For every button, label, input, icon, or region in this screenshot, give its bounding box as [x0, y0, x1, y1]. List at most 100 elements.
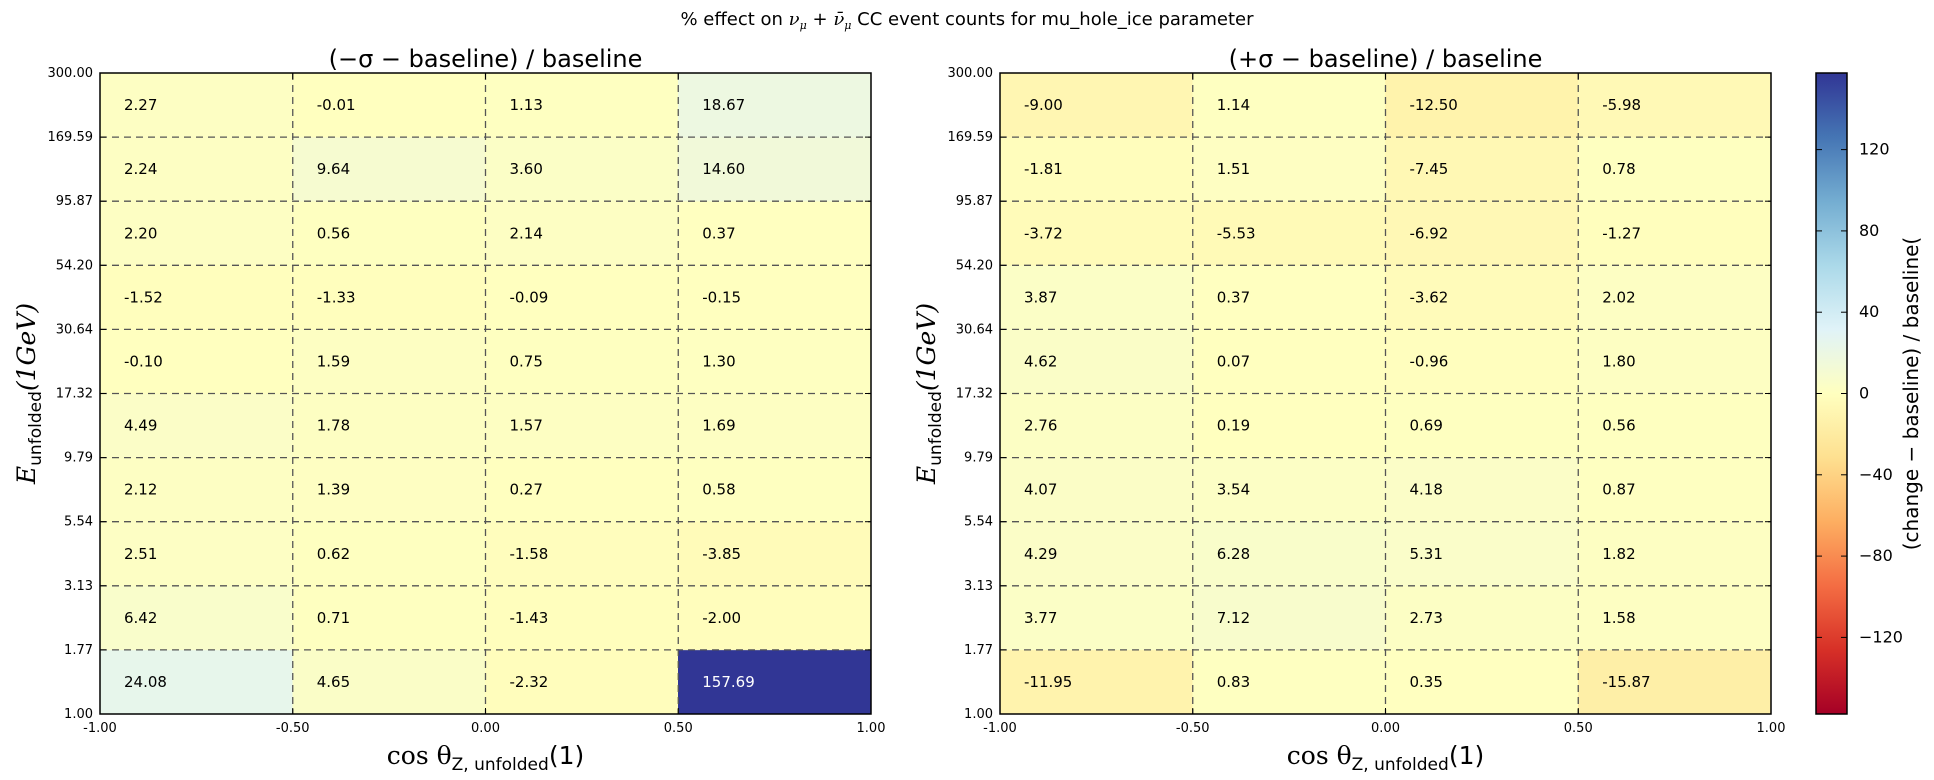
heatmap-cell — [1192, 649, 1386, 715]
cell-value-label: 4.29 — [1024, 545, 1057, 563]
cell-value-label: 5.31 — [1410, 545, 1443, 563]
colorbar-tick-label: −80 — [1859, 546, 1893, 565]
heatmap-cell — [99, 393, 293, 458]
cell-value-label: 1.57 — [510, 417, 543, 435]
cell-value-label: 1.82 — [1602, 545, 1635, 563]
cell-value-label: 4.49 — [124, 417, 157, 435]
heatmap-cell — [1192, 521, 1386, 587]
y-tick-label: 5.54 — [64, 515, 93, 530]
y-tick-label: 30.64 — [56, 322, 93, 337]
cell-value-label: 18.67 — [702, 96, 745, 114]
heatmap-cell — [1578, 200, 1772, 266]
cell-value-label: 0.87 — [1602, 481, 1635, 499]
cell-value-label: 0.83 — [1217, 673, 1250, 691]
heatmap-cell — [1192, 329, 1386, 394]
cell-value-label: -2.00 — [702, 609, 741, 627]
cell-value-label: 0.71 — [317, 609, 350, 627]
heatmap-cell — [678, 649, 872, 715]
heatmap-cell — [1578, 457, 1772, 522]
y-tick-label: 17.32 — [56, 387, 93, 402]
y-tick-label: 300.00 — [48, 66, 94, 81]
y-axis-label: Eunfolded(1GeV) — [12, 303, 46, 485]
heatmap-cell — [678, 521, 872, 587]
x-tick-label: 0.00 — [471, 721, 500, 736]
cell-value-label: 1.39 — [317, 481, 350, 499]
y-tick-label: 300.00 — [948, 66, 994, 81]
heatmap-cell — [1385, 393, 1579, 458]
heatmap-cell — [1385, 457, 1579, 522]
cell-value-label: 4.18 — [1410, 481, 1443, 499]
cell-value-label: 4.07 — [1024, 481, 1057, 499]
panel-title: (−σ − baseline) / baseline — [329, 45, 643, 73]
y-tick-label: 17.32 — [956, 387, 993, 402]
heatmap-cell — [678, 457, 872, 522]
cell-value-label: 1.78 — [317, 417, 350, 435]
y-tick-label: 1.77 — [64, 643, 93, 658]
cell-value-label: 2.76 — [1024, 417, 1057, 435]
heatmap-cell — [1192, 393, 1386, 458]
y-tick-label: 1.77 — [964, 643, 993, 658]
heatmap-cell — [678, 72, 872, 138]
panel-title: (+σ − baseline) / baseline — [1229, 45, 1543, 73]
cell-value-label: 0.78 — [1602, 160, 1635, 178]
cell-value-label: -3.85 — [702, 545, 741, 563]
cell-value-label: -15.87 — [1602, 673, 1650, 691]
cell-value-label: 3.87 — [1024, 288, 1057, 306]
heatmap-cell — [1385, 521, 1579, 587]
heatmap-panel-plus-sigma: -11.95 0.83 0.35 -15.87 3.77 7.12 2.73 1.58 4.29… — [912, 45, 1785, 775]
y-tick-label: 9.79 — [964, 451, 993, 466]
heatmap-cell — [999, 521, 1193, 587]
heatmap-cell — [1578, 521, 1772, 587]
cell-value-label: -0.96 — [1410, 352, 1449, 370]
heatmap-panel-minus-sigma: 24.08 4.65 -2.32 157.69 6.42 0.71 -1.43 -2.00 2.… — [12, 45, 885, 775]
heatmap-cell — [999, 136, 1193, 202]
cell-value-label: 2.73 — [1410, 609, 1443, 627]
x-tick-label: -1.00 — [83, 721, 117, 736]
cell-value-label: 0.75 — [510, 352, 543, 370]
heatmap-cell — [1578, 265, 1772, 330]
heatmap-cell — [292, 649, 486, 715]
colorbar-tick-label: 0 — [1859, 384, 1869, 403]
x-tick-label: -0.50 — [276, 721, 310, 736]
heatmap-cell — [678, 265, 872, 330]
heatmap-cell — [292, 72, 486, 138]
heatmap-cell — [99, 329, 293, 394]
heatmap-cell — [999, 72, 1193, 138]
x-axis-label: cos θZ, unfolded(1) — [387, 741, 584, 775]
x-tick-label: 1.00 — [857, 721, 886, 736]
heatmap-cell — [292, 136, 486, 202]
cell-value-label: 2.20 — [124, 224, 157, 242]
heatmap-cell — [1192, 136, 1386, 202]
cell-value-label: 0.37 — [1217, 288, 1250, 306]
cell-value-label: 0.58 — [702, 481, 735, 499]
heatmap-cell — [99, 585, 293, 651]
colorbar-tick-label: −40 — [1859, 465, 1893, 484]
y-tick-label: 1.00 — [964, 707, 993, 722]
cell-value-label: 1.51 — [1217, 160, 1250, 178]
cell-value-label: -0.10 — [124, 352, 163, 370]
colorbar-tick-label: 40 — [1859, 302, 1879, 321]
cell-value-label: 2.14 — [510, 224, 543, 242]
y-tick-label: 95.87 — [56, 194, 93, 209]
cell-value-label: -1.81 — [1024, 160, 1063, 178]
cell-value-label: 0.19 — [1217, 417, 1250, 435]
x-tick-label: 0.50 — [664, 721, 693, 736]
cell-value-label: -7.45 — [1410, 160, 1449, 178]
heatmap-cell — [1192, 72, 1386, 138]
cell-value-label: 1.69 — [702, 417, 735, 435]
heatmap-cell — [292, 393, 486, 458]
heatmap-cell — [485, 457, 679, 522]
cell-value-label: -5.53 — [1217, 224, 1256, 242]
heatmap-cell — [485, 585, 679, 651]
cell-value-label: 3.77 — [1024, 609, 1057, 627]
heatmap-cell — [678, 585, 872, 651]
cell-value-label: 7.12 — [1217, 609, 1250, 627]
heatmap-cell — [678, 136, 872, 202]
heatmap-cell — [99, 457, 293, 522]
cell-value-label: 0.37 — [702, 224, 735, 242]
heatmap-cell — [1385, 585, 1579, 651]
heatmap-cell — [292, 585, 486, 651]
cell-value-label: 0.62 — [317, 545, 350, 563]
cell-value-label: 3.60 — [510, 160, 543, 178]
